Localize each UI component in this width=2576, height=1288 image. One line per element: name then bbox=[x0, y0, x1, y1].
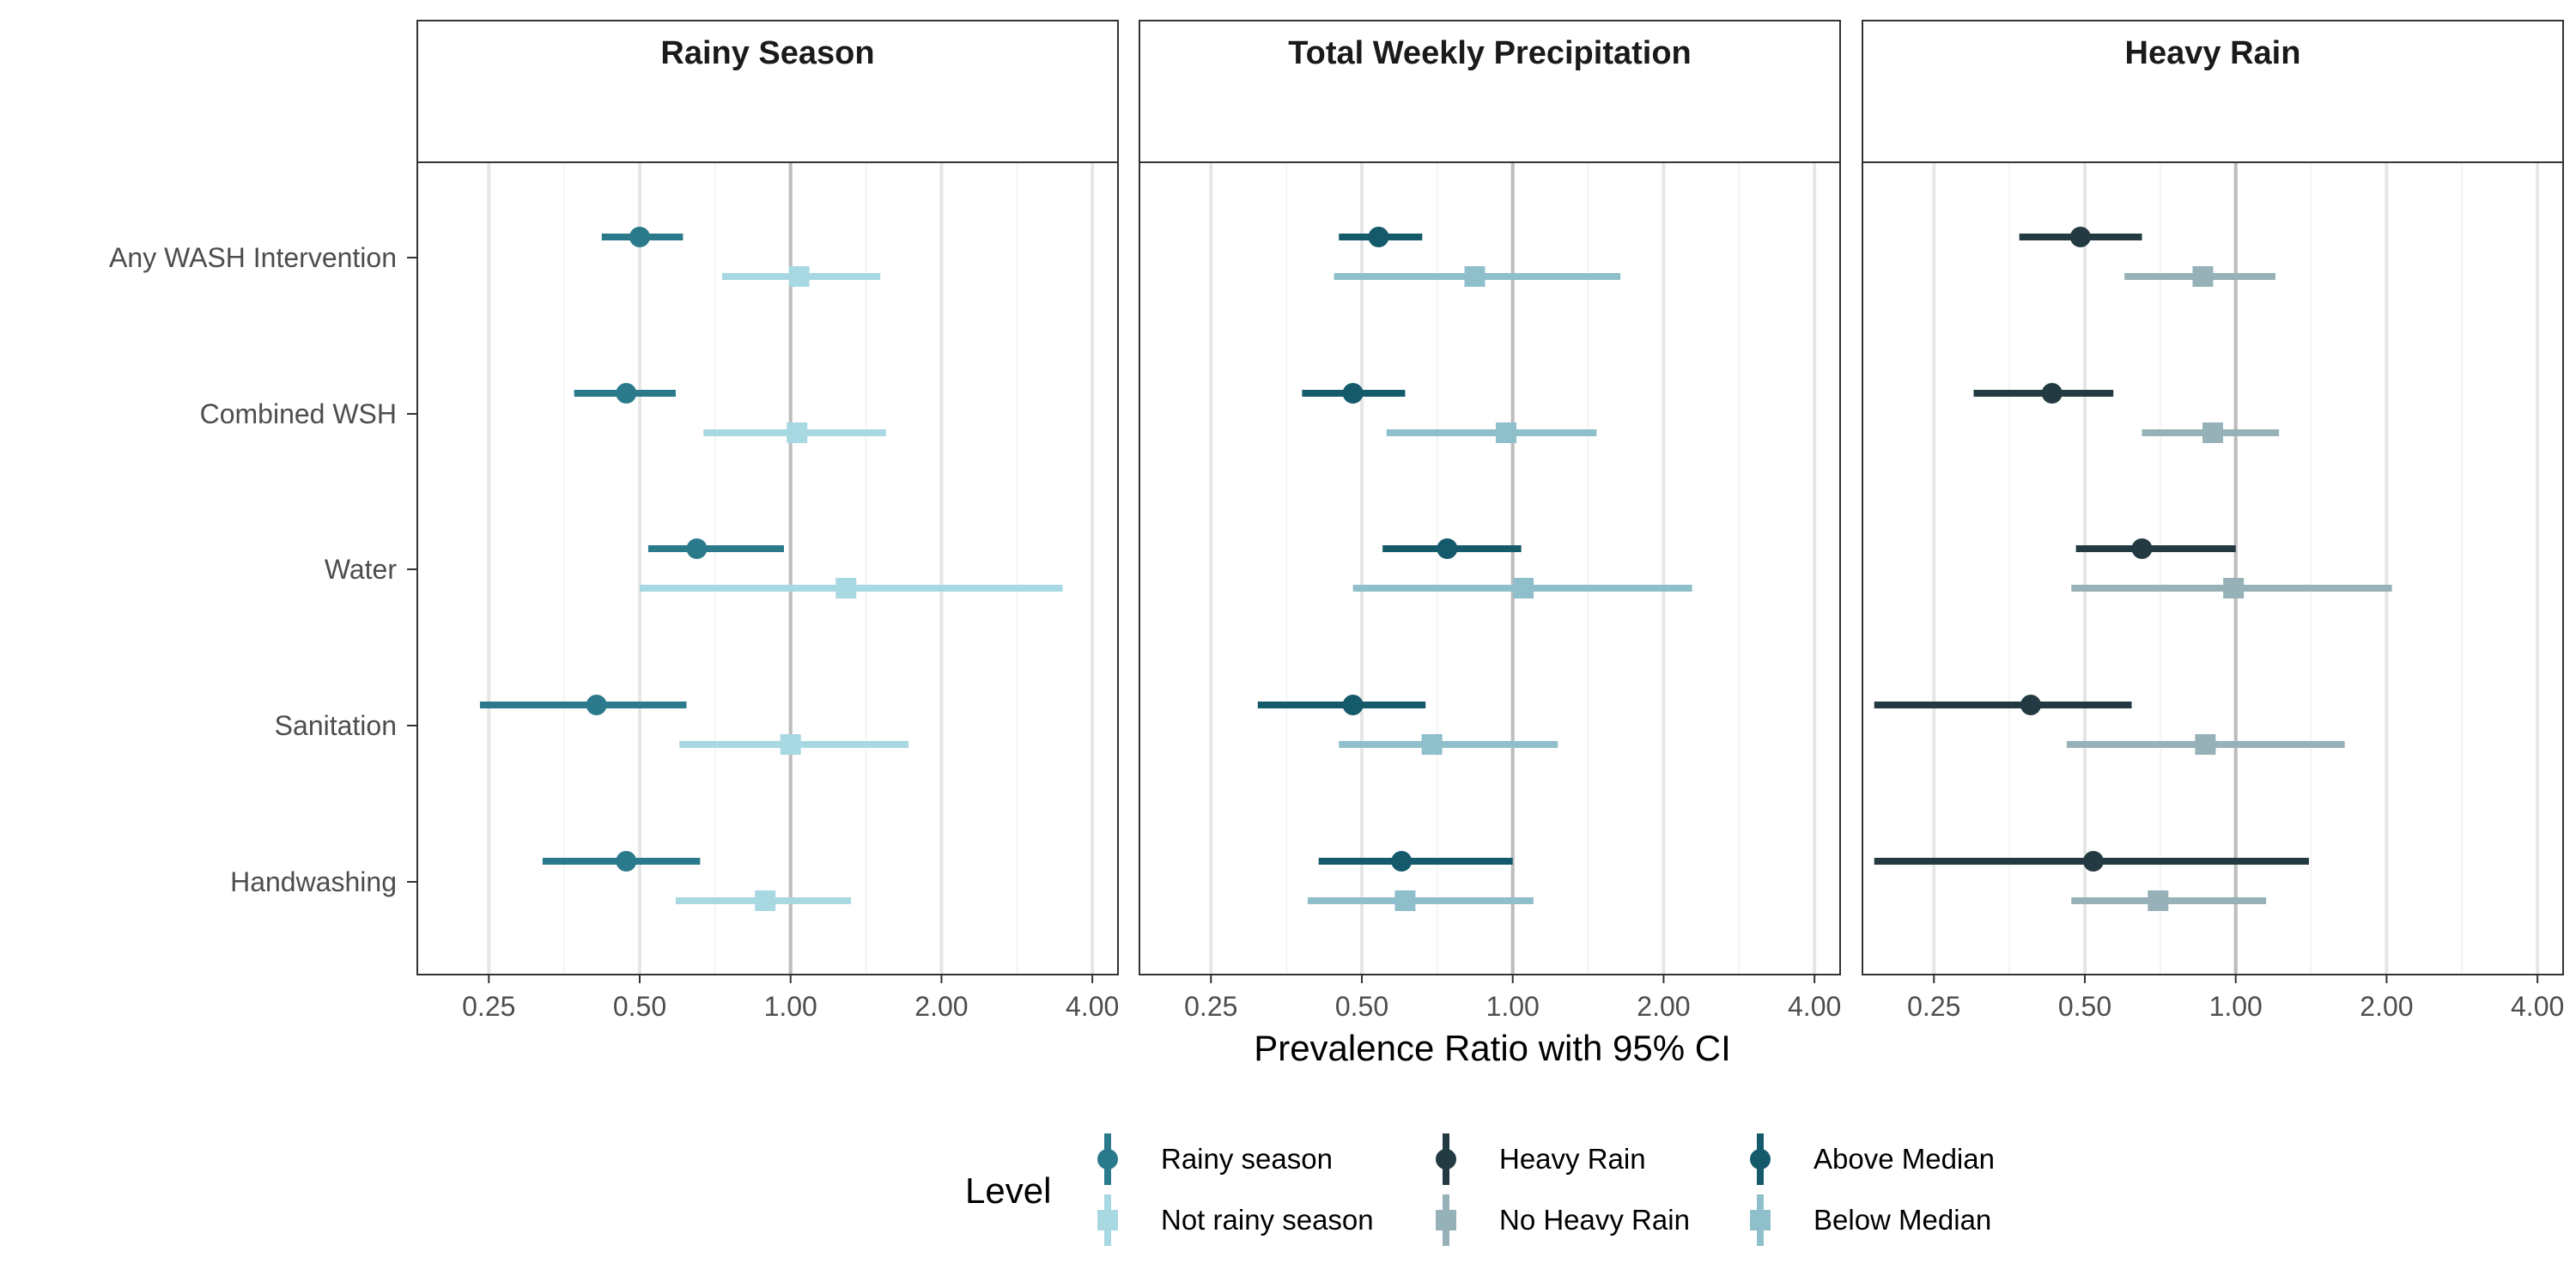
legend-title: Level bbox=[965, 1170, 1051, 1211]
legend-label: Below Median bbox=[1814, 1204, 1991, 1236]
estimate-point bbox=[686, 538, 708, 559]
estimate-point bbox=[835, 578, 857, 598]
x-tick-label: 0.50 bbox=[1335, 991, 1388, 1022]
estimate-point bbox=[787, 422, 808, 443]
estimate-point bbox=[1513, 578, 1534, 598]
estimate-point bbox=[755, 890, 776, 911]
estimate-point bbox=[2195, 734, 2216, 755]
legend-label: Above Median bbox=[1814, 1143, 1995, 1175]
legend-label: No Heavy Rain bbox=[1499, 1204, 1690, 1236]
x-axis-label: Prevalence Ratio with 95% CI bbox=[1254, 1028, 1731, 1068]
estimate-point bbox=[1342, 383, 1364, 404]
x-tick-label: 1.00 bbox=[1486, 991, 1540, 1022]
facet-title: Total Weekly Precipitation bbox=[1288, 35, 1692, 71]
estimate-point bbox=[2192, 266, 2214, 287]
facet-strip bbox=[416, 20, 1119, 163]
estimate-point bbox=[616, 851, 637, 872]
x-tick-label: 0.25 bbox=[1184, 991, 1237, 1022]
estimate-point bbox=[616, 383, 637, 404]
facet-title: Rainy Season bbox=[660, 35, 874, 71]
x-tick-label: 1.00 bbox=[764, 991, 817, 1022]
estimate-point bbox=[1495, 422, 1516, 443]
facet-strip bbox=[1862, 20, 2564, 163]
legend-label: Rainy season bbox=[1161, 1143, 1333, 1175]
legend-key-square bbox=[1097, 1210, 1118, 1230]
legend-key-square bbox=[1750, 1210, 1771, 1230]
x-tick-label: 4.00 bbox=[1788, 991, 1841, 1022]
estimate-point bbox=[629, 227, 650, 247]
estimate-point bbox=[2069, 227, 2091, 247]
panel-background bbox=[1139, 162, 1840, 975]
x-tick-label: 1.00 bbox=[2209, 991, 2263, 1022]
estimate-point bbox=[1342, 695, 1364, 715]
x-tick-label: 0.25 bbox=[1907, 991, 1960, 1022]
estimate-point bbox=[2223, 578, 2245, 598]
panel-border bbox=[1862, 161, 2564, 975]
estimate-point bbox=[780, 734, 801, 755]
x-tick-label: 2.00 bbox=[914, 991, 968, 1022]
legend-key-square bbox=[1436, 1210, 1456, 1230]
estimate-point bbox=[2131, 538, 2153, 559]
x-tick-label: 0.25 bbox=[462, 991, 515, 1022]
estimate-point bbox=[2082, 851, 2104, 872]
panel-background bbox=[1862, 162, 2563, 975]
y-tick-label: Combined WSH bbox=[200, 398, 397, 429]
estimate-point bbox=[2148, 890, 2169, 911]
legend-key-circle bbox=[1750, 1149, 1771, 1170]
estimate-point bbox=[1391, 851, 1413, 872]
y-tick-label: Any WASH Intervention bbox=[109, 242, 397, 273]
x-tick-label: 4.00 bbox=[2511, 991, 2564, 1022]
estimate-point bbox=[1464, 266, 1485, 287]
legend-label: Not rainy season bbox=[1161, 1204, 1374, 1236]
estimate-point bbox=[2041, 383, 2063, 404]
x-tick-label: 4.00 bbox=[1066, 991, 1119, 1022]
estimate-point bbox=[586, 695, 607, 715]
legend-label: Heavy Rain bbox=[1499, 1143, 1646, 1175]
y-tick-label: Sanitation bbox=[275, 710, 397, 741]
legend-key-circle bbox=[1436, 1149, 1456, 1170]
y-tick-label: Water bbox=[325, 554, 398, 585]
facet-title: Heavy Rain bbox=[2125, 35, 2301, 71]
y-tick-label: Handwashing bbox=[230, 866, 397, 897]
x-tick-label: 2.00 bbox=[2360, 991, 2413, 1022]
x-tick-label: 0.50 bbox=[613, 991, 666, 1022]
estimate-point bbox=[1421, 734, 1443, 755]
facet-strip bbox=[1139, 20, 1841, 163]
x-tick-label: 0.50 bbox=[2058, 991, 2111, 1022]
estimate-point bbox=[1394, 890, 1416, 911]
estimate-point bbox=[1437, 538, 1458, 559]
estimate-point bbox=[2020, 695, 2042, 715]
panel-background bbox=[417, 162, 1118, 975]
panel-border bbox=[1139, 161, 1841, 975]
estimate-point bbox=[2202, 422, 2223, 443]
estimate-point bbox=[788, 266, 810, 287]
x-tick-label: 2.00 bbox=[1637, 991, 1690, 1022]
legend-key-circle bbox=[1097, 1149, 1118, 1170]
estimate-point bbox=[1368, 227, 1389, 247]
